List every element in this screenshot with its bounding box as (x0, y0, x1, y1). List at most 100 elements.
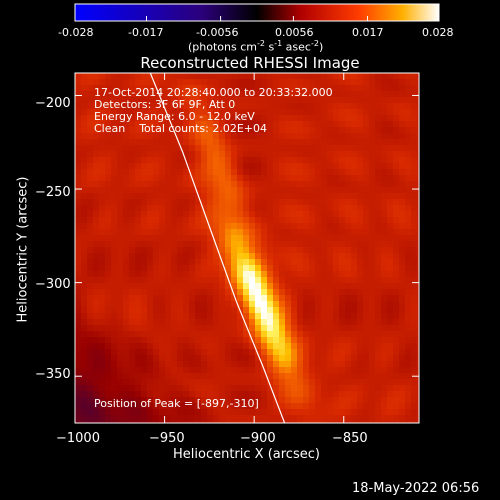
heatmap-pixel (351, 199, 358, 206)
heatmap-pixel (321, 103, 328, 110)
heatmap-pixel (225, 169, 232, 176)
heatmap-pixel (129, 379, 136, 386)
heatmap-pixel (219, 295, 226, 302)
heatmap-pixel (243, 397, 250, 404)
heatmap-pixel (273, 121, 280, 128)
heatmap-pixel (339, 331, 346, 338)
heatmap-pixel (375, 91, 382, 98)
heatmap-pixel (345, 415, 352, 422)
heatmap-pixel (417, 361, 419, 368)
heatmap-pixel (123, 163, 130, 170)
heatmap-pixel (267, 319, 274, 326)
heatmap-pixel (345, 385, 352, 392)
heatmap-pixel (339, 229, 346, 236)
heatmap-pixel (279, 139, 286, 146)
heatmap-pixel (231, 199, 238, 206)
heatmap-pixel (399, 337, 406, 344)
heatmap-pixel (99, 253, 106, 260)
heatmap-pixel (237, 199, 244, 206)
heatmap-pixel (249, 331, 256, 338)
heatmap-pixel (339, 289, 346, 296)
heatmap-pixel (417, 175, 419, 182)
heatmap-pixel (213, 253, 220, 260)
heatmap-pixel (375, 163, 382, 170)
heatmap-pixel (201, 109, 208, 116)
heatmap-pixel (315, 97, 322, 104)
heatmap-pixel (159, 355, 166, 362)
heatmap-pixel (183, 301, 190, 308)
heatmap-pixel (105, 373, 112, 380)
heatmap-pixel (411, 199, 418, 206)
heatmap-pixel (327, 367, 334, 374)
heatmap-pixel (273, 85, 280, 92)
heatmap-pixel (141, 223, 148, 230)
heatmap-pixel (237, 115, 244, 122)
heatmap-pixel (279, 301, 286, 308)
heatmap-pixel (189, 151, 196, 158)
heatmap-pixel (195, 181, 202, 188)
heatmap-pixel (291, 367, 298, 374)
heatmap-pixel (213, 373, 220, 380)
peak-position-label: Position of Peak = [-897,-310] (94, 397, 259, 410)
heatmap-pixel (333, 295, 340, 302)
heatmap-pixel (393, 157, 400, 164)
heatmap-pixel (87, 313, 94, 320)
heatmap-pixel (411, 379, 418, 386)
heatmap-pixel (255, 349, 262, 356)
heatmap-pixel (135, 223, 142, 230)
heatmap-pixel (195, 331, 202, 338)
heatmap-pixel (243, 289, 250, 296)
heatmap-pixel (189, 343, 196, 350)
heatmap-pixel (237, 127, 244, 134)
heatmap-pixel (333, 301, 340, 308)
heatmap-pixel (345, 421, 352, 423)
heatmap-pixel (291, 181, 298, 188)
heatmap-pixel (75, 121, 82, 128)
heatmap-pixel (267, 343, 274, 350)
heatmap-pixel (315, 307, 322, 314)
heatmap-pixel (291, 301, 298, 308)
heatmap-pixel (75, 211, 82, 218)
heatmap-pixel (171, 349, 178, 356)
heatmap-pixel (81, 157, 88, 164)
heatmap-pixel (297, 397, 304, 404)
heatmap-pixel (321, 217, 328, 224)
heatmap-pixel (135, 229, 142, 236)
heatmap-pixel (105, 361, 112, 368)
heatmap-pixel (189, 235, 196, 242)
heatmap-pixel (243, 355, 250, 362)
heatmap-pixel (297, 337, 304, 344)
heatmap-pixel (327, 73, 334, 80)
heatmap-pixel (213, 133, 220, 140)
heatmap-pixel (327, 415, 334, 422)
heatmap-pixel (105, 319, 112, 326)
heatmap-pixel (213, 97, 220, 104)
heatmap-pixel (99, 157, 106, 164)
heatmap-pixel (189, 199, 196, 206)
heatmap-pixel (87, 85, 94, 92)
heatmap-pixel (81, 169, 88, 176)
heatmap-pixel (273, 361, 280, 368)
heatmap-pixel (255, 289, 262, 296)
heatmap-pixel (135, 139, 142, 146)
heatmap-pixel (183, 175, 190, 182)
heatmap-pixel (135, 397, 142, 404)
heatmap-pixel (171, 241, 178, 248)
heatmap-pixel (213, 391, 220, 398)
heatmap-pixel (273, 127, 280, 134)
heatmap-pixel (219, 205, 226, 212)
y-axis-label: Heliocentric Y (arcsec) (15, 176, 31, 323)
heatmap-pixel (147, 127, 154, 134)
heatmap-pixel (213, 421, 220, 423)
heatmap-pixel (387, 313, 394, 320)
heatmap-pixel (99, 313, 106, 320)
heatmap-pixel (153, 343, 160, 350)
heatmap-pixel (369, 121, 376, 128)
heatmap-pixel (129, 409, 136, 416)
heatmap-pixel (243, 217, 250, 224)
heatmap-pixel (141, 337, 148, 344)
heatmap-pixel (225, 409, 232, 416)
heatmap-pixel (327, 361, 334, 368)
heatmap-pixel (273, 193, 280, 200)
heatmap-pixel (159, 133, 166, 140)
